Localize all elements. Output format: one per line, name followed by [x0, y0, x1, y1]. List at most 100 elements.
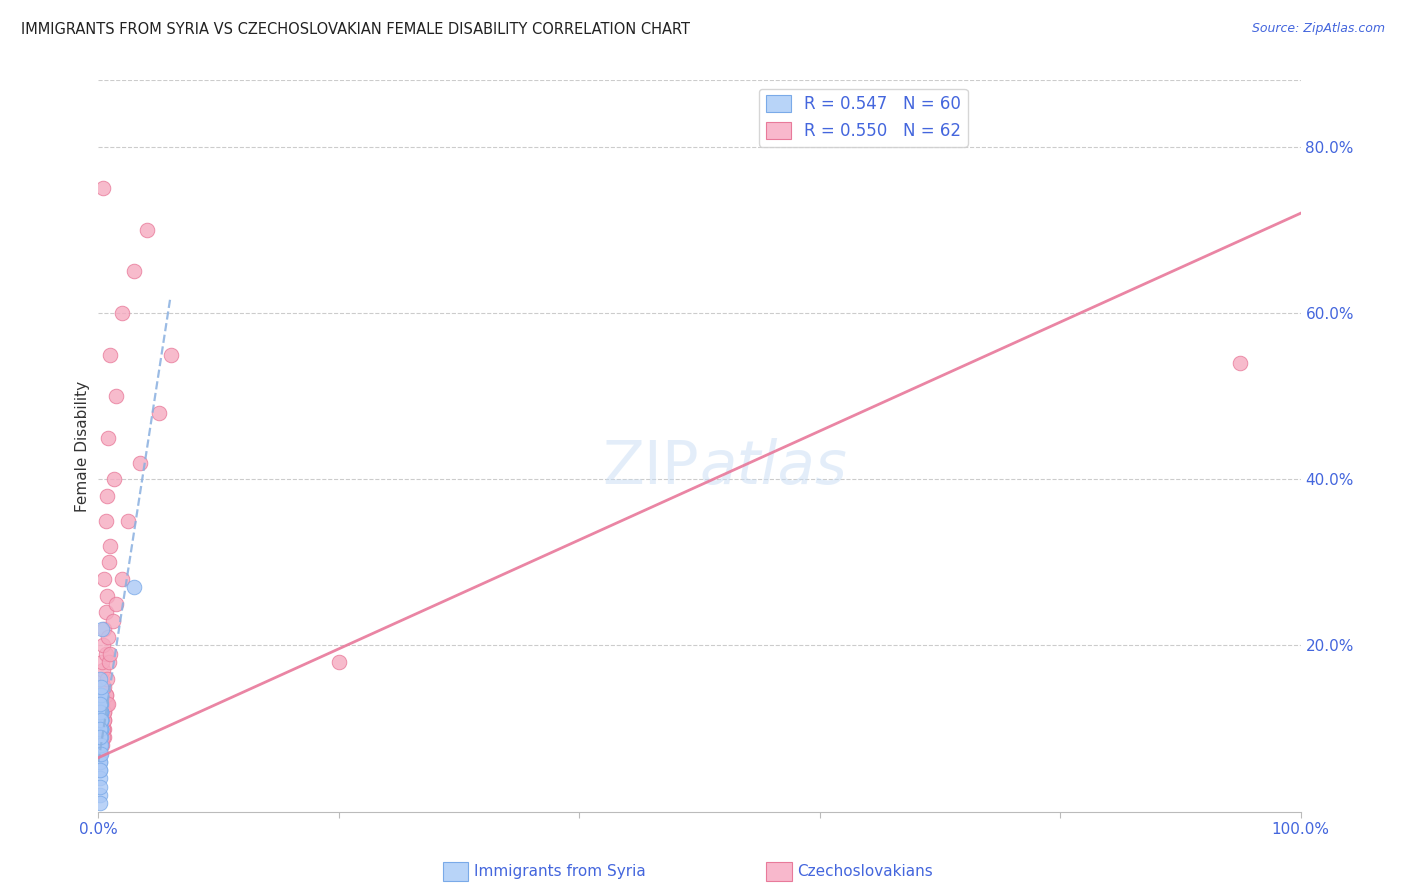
- Point: [129, 456, 152, 470]
- Point: [89, 689, 111, 703]
- Point: [94, 647, 117, 661]
- Point: [135, 223, 157, 237]
- Point: [89, 705, 111, 719]
- Point: [93, 714, 115, 728]
- Point: [91, 680, 114, 694]
- Text: Immigrants from Syria: Immigrants from Syria: [474, 864, 645, 879]
- Point: [90, 705, 112, 719]
- Point: [89, 738, 111, 752]
- Point: [90, 705, 112, 719]
- Point: [98, 555, 121, 569]
- Text: Source: ZipAtlas.com: Source: ZipAtlas.com: [1251, 22, 1385, 36]
- Point: [89, 738, 111, 752]
- Point: [91, 697, 114, 711]
- Point: [93, 680, 115, 694]
- Point: [90, 714, 112, 728]
- Point: [89, 705, 111, 719]
- Point: [94, 605, 117, 619]
- Point: [89, 689, 111, 703]
- Point: [93, 722, 115, 736]
- Point: [90, 738, 112, 752]
- Point: [91, 689, 114, 703]
- Point: [89, 722, 111, 736]
- Point: [90, 722, 112, 736]
- Point: [105, 389, 128, 403]
- Point: [89, 697, 111, 711]
- Point: [90, 705, 112, 719]
- Point: [90, 722, 112, 736]
- Point: [90, 697, 112, 711]
- Point: [89, 780, 111, 794]
- Point: [97, 431, 120, 445]
- Point: [90, 722, 112, 736]
- Point: [117, 514, 139, 528]
- Point: [89, 705, 111, 719]
- Y-axis label: Female Disability: Female Disability: [75, 380, 90, 512]
- Point: [91, 705, 114, 719]
- Point: [89, 689, 111, 703]
- Point: [90, 747, 112, 761]
- Point: [89, 714, 111, 728]
- Point: [89, 730, 111, 744]
- Point: [93, 714, 115, 728]
- Point: [89, 722, 111, 736]
- Point: [89, 705, 111, 719]
- Text: Czechoslovakians: Czechoslovakians: [797, 864, 934, 879]
- Point: [111, 572, 134, 586]
- Point: [90, 705, 112, 719]
- Text: atlas: atlas: [700, 439, 848, 498]
- Point: [94, 514, 117, 528]
- Point: [91, 622, 114, 636]
- Point: [96, 489, 118, 503]
- Point: [89, 722, 111, 736]
- Point: [89, 697, 111, 711]
- Point: [89, 730, 111, 744]
- Point: [1229, 356, 1251, 370]
- Point: [94, 689, 117, 703]
- Point: [89, 755, 111, 769]
- Point: [96, 672, 118, 686]
- Point: [90, 722, 112, 736]
- Point: [89, 722, 111, 736]
- Point: [93, 622, 115, 636]
- Point: [124, 580, 146, 594]
- Point: [91, 738, 114, 752]
- Point: [93, 572, 115, 586]
- Point: [101, 614, 124, 628]
- Point: [91, 714, 114, 728]
- Legend: R = 0.547   N = 60, R = 0.550   N = 62: R = 0.547 N = 60, R = 0.550 N = 62: [759, 88, 967, 146]
- Point: [91, 722, 114, 736]
- Point: [148, 406, 170, 420]
- Point: [91, 697, 114, 711]
- Point: [90, 730, 112, 744]
- Point: [90, 680, 112, 694]
- Point: [89, 747, 111, 761]
- Point: [90, 722, 112, 736]
- Point: [103, 472, 125, 486]
- Point: [90, 714, 112, 728]
- Point: [91, 672, 114, 686]
- Point: [91, 639, 114, 653]
- Text: ZIP: ZIP: [603, 439, 700, 498]
- Point: [100, 647, 122, 661]
- Point: [90, 714, 112, 728]
- Point: [89, 672, 111, 686]
- Point: [89, 697, 111, 711]
- Point: [89, 772, 111, 786]
- Point: [89, 747, 111, 761]
- Point: [89, 763, 111, 777]
- Point: [91, 655, 114, 669]
- Point: [91, 181, 114, 195]
- Point: [97, 697, 120, 711]
- Point: [328, 655, 350, 669]
- Point: [89, 755, 111, 769]
- Point: [91, 689, 114, 703]
- Point: [89, 788, 111, 802]
- Point: [89, 714, 111, 728]
- Point: [91, 722, 114, 736]
- Point: [124, 264, 146, 278]
- Point: [111, 306, 134, 320]
- Point: [93, 730, 115, 744]
- Point: [89, 738, 111, 752]
- Point: [90, 714, 112, 728]
